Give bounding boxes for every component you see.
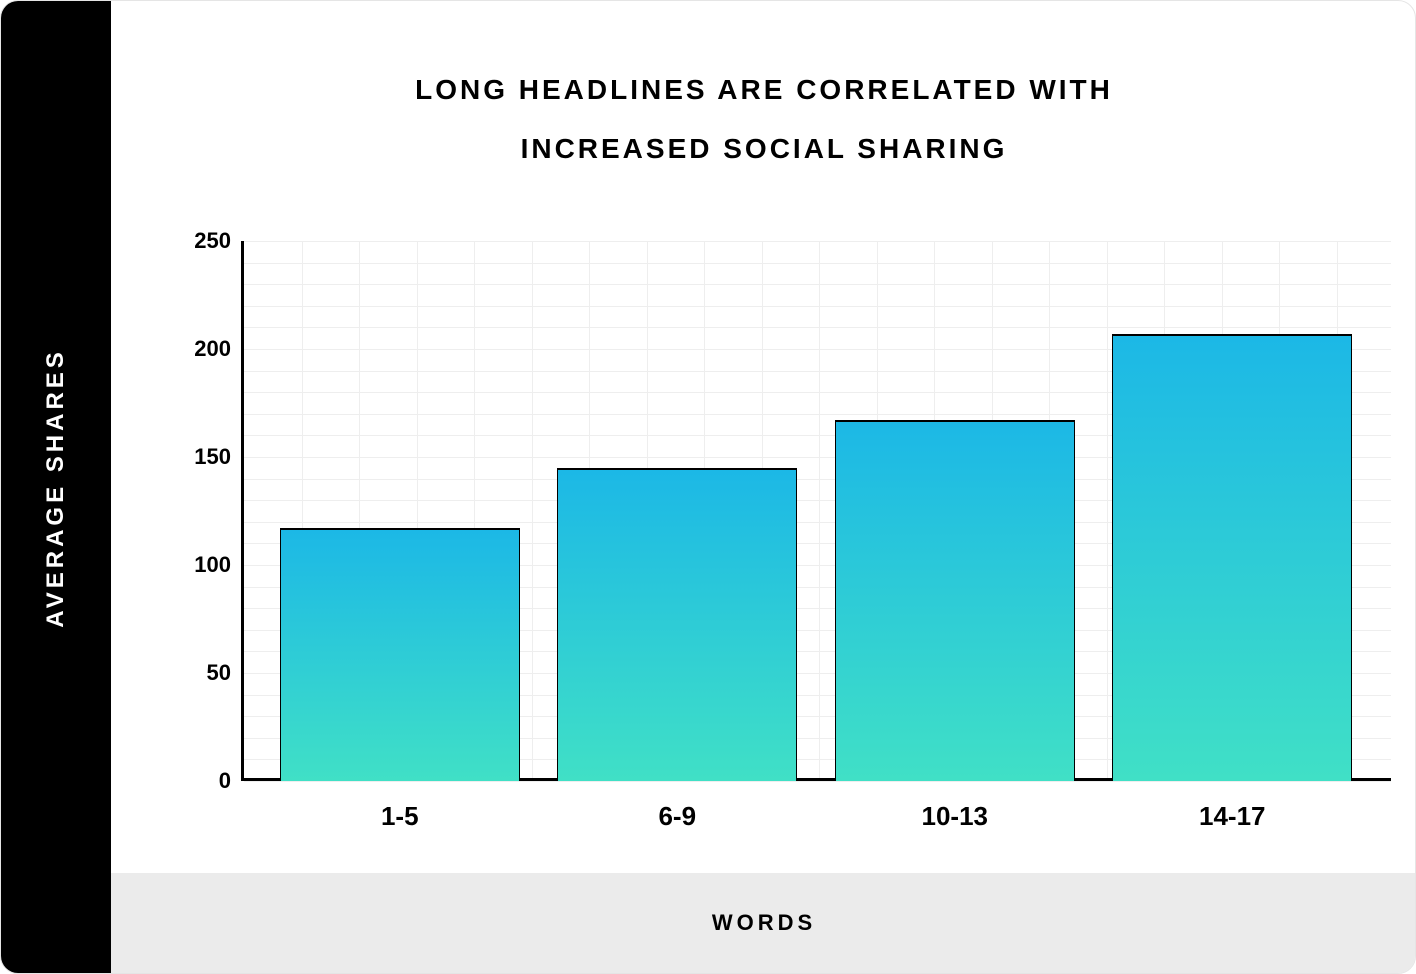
y-tick-label: 150 [171, 444, 231, 470]
chart-main: LONG HEADLINES ARE CORRELATED WITH INCRE… [111, 1, 1416, 974]
gridline-horizontal [244, 781, 1391, 782]
bar-slot [557, 241, 797, 781]
bar-slot [1112, 241, 1352, 781]
chart-title: LONG HEADLINES ARE CORRELATED WITH INCRE… [111, 61, 1416, 179]
bar-slot [835, 241, 1075, 781]
y-tick-label: 250 [171, 228, 231, 254]
bar [835, 420, 1075, 781]
bar [280, 528, 520, 781]
y-axis-label-container: AVERAGE SHARES [1, 1, 111, 974]
y-tick-label: 0 [171, 768, 231, 794]
chart-title-line1: LONG HEADLINES ARE CORRELATED WITH [111, 61, 1416, 120]
y-tick-label: 100 [171, 552, 231, 578]
chart-card: AVERAGE SHARES LONG HEADLINES ARE CORREL… [0, 0, 1416, 974]
x-tick-label: 14-17 [1112, 801, 1352, 832]
x-labels-container: 1-5 6-9 10-13 14-17 [241, 801, 1391, 832]
y-tick-label: 50 [171, 660, 231, 686]
bar [1112, 334, 1352, 781]
bar-slot [280, 241, 520, 781]
x-tick-label: 10-13 [835, 801, 1075, 832]
x-axis-label: WORDS [712, 910, 816, 936]
chart-plot-area: 050100150200250 1-56-910-1314-17 [171, 241, 1391, 781]
y-axis-label: AVERAGE SHARES [42, 348, 70, 628]
y-tick-label: 200 [171, 336, 231, 362]
bar [557, 468, 797, 781]
x-axis-band: WORDS [111, 873, 1416, 973]
x-tick-label: 1-5 [280, 801, 520, 832]
x-tick-label: 6-9 [557, 801, 797, 832]
bars-container [241, 241, 1391, 781]
chart-title-line2: INCREASED SOCIAL SHARING [111, 120, 1416, 179]
